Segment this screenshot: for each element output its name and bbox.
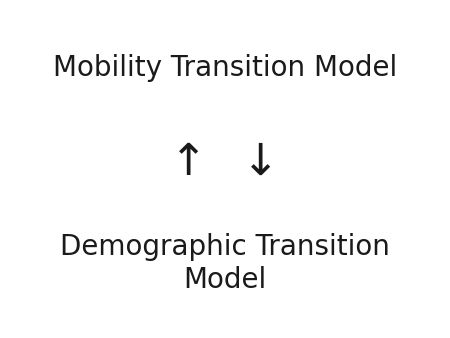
Text: Mobility Transition Model: Mobility Transition Model	[53, 54, 397, 81]
Text: ↑: ↑	[171, 141, 207, 184]
Text: Demographic Transition
Model: Demographic Transition Model	[60, 234, 390, 294]
Text: ↓: ↓	[243, 141, 279, 184]
